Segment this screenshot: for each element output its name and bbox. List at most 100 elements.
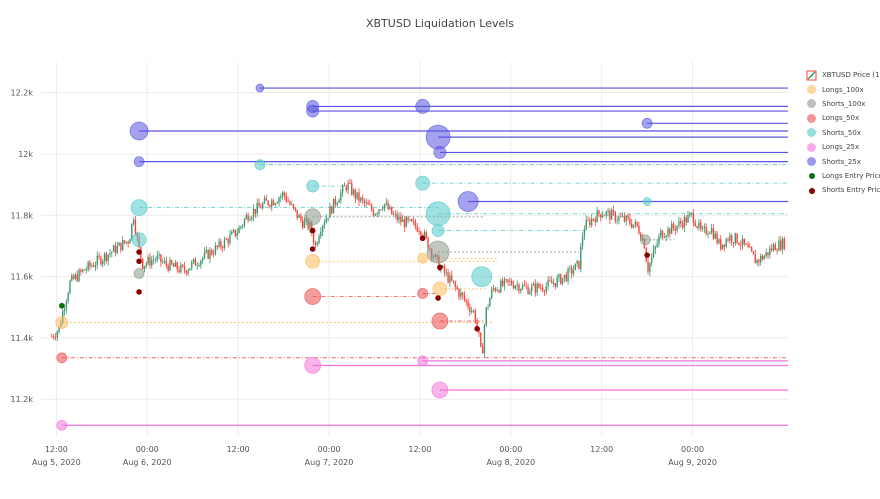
candle-up	[200, 260, 202, 266]
candle-up	[278, 197, 280, 203]
candle-up	[154, 259, 157, 261]
candle-down	[312, 232, 315, 243]
candle-up	[96, 255, 98, 266]
candle-down	[269, 205, 271, 207]
candle-down	[783, 238, 786, 249]
candle-down	[458, 289, 460, 297]
candle-up	[352, 189, 355, 195]
candle-down	[123, 240, 126, 243]
candle-up	[274, 203, 277, 206]
candle-down	[418, 231, 420, 233]
legend-swatch	[806, 170, 817, 181]
candle-down	[463, 295, 466, 300]
candle-down	[623, 216, 626, 222]
candle-down	[351, 182, 353, 195]
candle-up	[69, 280, 71, 294]
shorts-50x-marker	[415, 175, 431, 191]
candle-down	[456, 286, 458, 290]
candle-up	[112, 245, 115, 252]
candle-down	[620, 216, 622, 218]
candle-down	[314, 242, 317, 245]
legend-swatch	[806, 142, 817, 153]
y-tick-label: 11.6k	[11, 273, 34, 282]
legend-item-longs-100x[interactable]: Longs_100x	[806, 82, 880, 96]
candle-down	[501, 280, 504, 286]
legend-item-xbtusd-price-1min[interactable]: XBTUSD Price (1min)	[806, 68, 880, 82]
candle-down	[554, 283, 557, 287]
candle-down	[674, 228, 677, 231]
candle-up	[122, 240, 124, 251]
candle-down	[754, 254, 756, 264]
candle-up	[251, 217, 253, 220]
candle-down	[287, 201, 289, 203]
candle-down	[594, 219, 597, 223]
candle-down	[761, 255, 764, 260]
shorts-25x-marker	[255, 83, 265, 93]
candle-up	[545, 286, 547, 292]
candle-down	[331, 206, 333, 214]
candle-up	[116, 245, 118, 254]
candle-up	[252, 209, 255, 218]
candle-up	[91, 265, 93, 267]
candle-up	[772, 244, 775, 251]
legend-item-shorts-25x[interactable]: Shorts_25x	[806, 154, 880, 168]
candle-up	[558, 274, 560, 278]
candle-down	[211, 250, 213, 255]
candle-up	[763, 255, 766, 260]
shorts-100x-marker	[639, 234, 651, 246]
liquidation-markers	[55, 83, 653, 431]
candle-down	[225, 239, 228, 241]
legend-item-longs-entry-price[interactable]: Longs Entry Price	[806, 169, 880, 183]
candle-up	[471, 310, 473, 312]
legend-item-longs-25x[interactable]: Longs_25x	[806, 140, 880, 154]
shorts-entry-price-marker	[437, 264, 443, 271]
candle-down	[750, 247, 753, 252]
candle-down	[207, 249, 209, 259]
candle-down	[609, 210, 611, 220]
longs-50x-marker	[431, 312, 449, 330]
candle-down	[403, 219, 406, 228]
candle-up	[156, 255, 158, 260]
candle-down	[387, 202, 389, 210]
shorts-entry-price-marker	[136, 289, 142, 295]
candle-down	[592, 218, 595, 220]
candle-up	[320, 231, 322, 236]
candle-up	[654, 246, 657, 250]
candle-up	[109, 253, 111, 255]
candle-down	[474, 310, 477, 323]
candle-up	[71, 275, 73, 281]
candle-down	[134, 219, 137, 234]
candle-up	[398, 216, 400, 221]
candle-down	[507, 279, 509, 282]
legend-item-longs-50x[interactable]: Longs_50x	[806, 111, 880, 125]
candle-up	[249, 219, 251, 221]
candle-down	[247, 214, 249, 221]
candle-up	[107, 254, 109, 261]
candle-down	[712, 228, 715, 239]
candle-down	[127, 241, 129, 244]
candle-up	[714, 233, 716, 239]
legend-item-shorts-entry-price[interactable]: Shorts Entry Price	[806, 183, 880, 197]
candle-up	[778, 240, 780, 251]
candle-up	[520, 289, 522, 292]
candle-up	[192, 259, 195, 263]
candle-down	[416, 226, 418, 232]
candle-up	[445, 272, 447, 274]
legend-item-shorts-100x[interactable]: Shorts_100x	[806, 97, 880, 111]
candle-down	[296, 209, 298, 218]
y-axis: 11.2k 11.4k 11.6k 11.8k 12k 12.2k	[11, 89, 34, 405]
longs-50x-marker	[417, 288, 429, 299]
candle-down	[692, 213, 695, 223]
candle-up	[610, 209, 613, 220]
candle-up	[338, 200, 340, 203]
x-tick-time: 00:00	[136, 445, 159, 454]
candle-up	[552, 283, 555, 284]
candle-up	[161, 261, 164, 263]
legend-item-shorts-50x[interactable]: Shorts_50x	[806, 126, 880, 140]
candle-down	[254, 209, 257, 214]
candle-up	[102, 260, 104, 265]
candle-up	[385, 202, 387, 205]
candle-down	[176, 262, 178, 270]
candle-up	[583, 229, 586, 237]
